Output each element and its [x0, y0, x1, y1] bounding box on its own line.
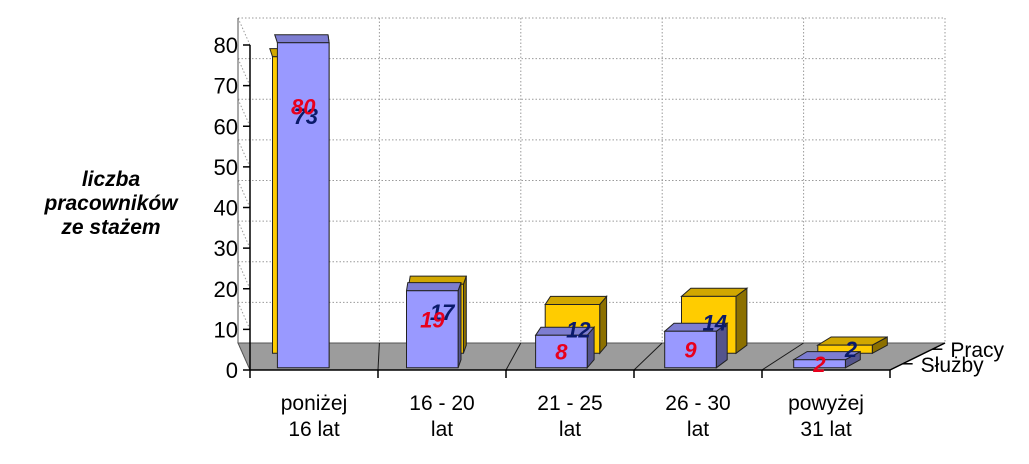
series-label-1: Pracy: [950, 339, 1004, 362]
data-label-0-3: 9: [684, 338, 697, 363]
y-tick-label-50: 50: [214, 155, 238, 180]
left-grid-40: [237, 180, 251, 208]
floor-divider-1: [377, 342, 380, 371]
floor-divider-2: [505, 342, 522, 371]
y-axis-title-line-2: ze stażem: [60, 216, 160, 239]
bar-1-3-side: [735, 287, 748, 355]
bar-1-2-side: [599, 295, 608, 355]
left-grid-10: [237, 302, 251, 330]
bar-0-0: [274, 34, 330, 369]
floor-divider-4: [761, 342, 804, 371]
bar-0-2: [534, 325, 596, 370]
y-tick-label-20: 20: [214, 277, 238, 302]
bar-0-0-top: [274, 34, 330, 44]
left-grid-60: [237, 99, 251, 127]
bar-0-0-front: [276, 42, 330, 369]
x-tick-label-4-0: powyżej: [788, 392, 864, 415]
data-label-0-1: 19: [420, 307, 445, 332]
bar-0-3-front: [664, 330, 717, 369]
y-tick-label-70: 70: [214, 74, 238, 99]
bar-0-1-top: [405, 282, 462, 292]
left-grid-70: [237, 58, 251, 86]
data-label-0-0: 80: [291, 94, 316, 119]
x-tick-label-0-1: 16 lat: [288, 418, 340, 441]
y-tick-label-40: 40: [214, 196, 238, 221]
data-label-0-2: 8: [555, 340, 568, 365]
x-tick-label-3-0: 26 - 30: [665, 392, 730, 415]
data-label-1-2: 12: [566, 317, 591, 342]
x-tick-label-1-0: 16 - 20: [409, 392, 474, 415]
bar-1-3-top: [680, 287, 749, 297]
bar-0-4-front: [793, 359, 846, 369]
data-label-1-1: 17: [430, 300, 456, 325]
bar-1-2-top: [544, 295, 608, 305]
y-tick-label-30: 30: [214, 236, 238, 261]
left-grid-30: [237, 220, 251, 249]
bar-0-4: [791, 350, 861, 369]
x-tick-label-0-0: poniżej: [281, 392, 348, 415]
bar-0-3: [663, 322, 729, 369]
y-tick-label-10: 10: [214, 317, 238, 342]
left-grid-20: [237, 261, 251, 289]
left-grid-50: [237, 139, 251, 168]
floor-divider-3: [633, 342, 663, 371]
x-tick-label-3-1: lat: [687, 418, 709, 441]
data-label-1-3: 14: [702, 310, 726, 335]
x-tick-label-4-1: 31 lat: [800, 418, 852, 441]
y-axis-title-line-1: pracowników: [43, 192, 179, 215]
y-tick-label-60: 60: [214, 114, 238, 139]
back-wall: [237, 17, 946, 344]
data-label-0-4: 2: [812, 352, 826, 377]
y-tick-label-0: 0: [226, 358, 238, 383]
x-tick-label-2-0: 21 - 25: [537, 392, 602, 415]
left-grid-80: [237, 17, 251, 46]
depth-axis-line: [889, 342, 946, 371]
x-tick-label-2-1: lat: [559, 418, 581, 441]
bar-0-2-front: [535, 334, 588, 369]
bar-0-1-front: [406, 290, 459, 369]
y-tick-label-80: 80: [214, 33, 238, 58]
y-axis-title-line-0: liczba: [82, 168, 141, 191]
series-label-0: Służby: [921, 354, 985, 377]
x-tick-label-1-1: lat: [431, 418, 453, 441]
data-label-1-4: 2: [844, 337, 858, 362]
bar-0-1: [405, 282, 462, 369]
data-label-1-0: 73: [294, 104, 318, 129]
